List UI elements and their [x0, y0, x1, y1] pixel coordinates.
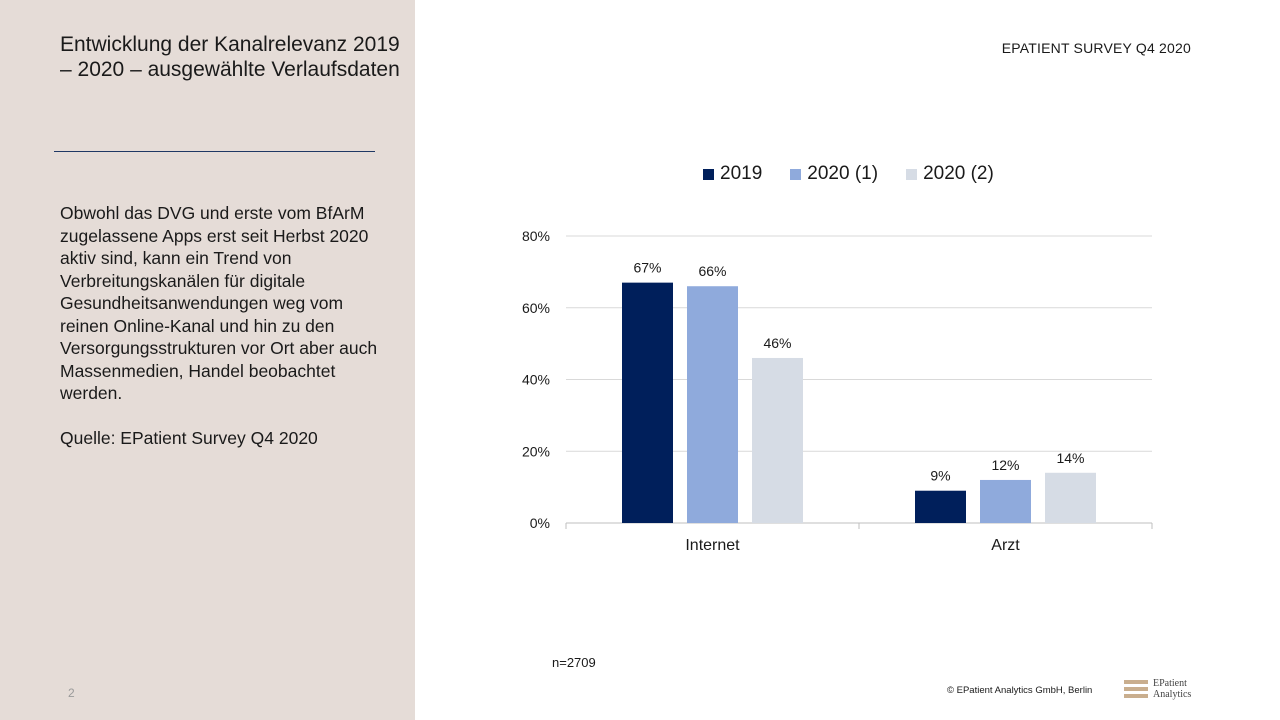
title-divider: [54, 151, 375, 152]
legend-swatch-2020-2: [906, 168, 918, 180]
data-label: 67%: [633, 260, 661, 276]
data-label: 14%: [1056, 450, 1084, 466]
legend-item-2020-2: 2020 (2): [906, 163, 994, 185]
legend-item-2019: 2019: [703, 163, 762, 185]
sample-size: n=2709: [552, 655, 596, 670]
y-tick-label: 40%: [522, 372, 550, 388]
chart-legend: 2019 2020 (1) 2020 (2): [703, 163, 994, 185]
logo-line-2: Analytics: [1153, 689, 1192, 700]
legend-item-2020-1: 2020 (1): [790, 163, 878, 185]
y-tick-label: 0%: [530, 515, 550, 531]
bar: [622, 282, 673, 523]
y-tick-label: 80%: [522, 228, 550, 244]
x-tick-label: Internet: [685, 537, 740, 554]
left-panel: [0, 0, 415, 720]
y-tick-label: 60%: [522, 300, 550, 316]
legend-label-2019: 2019: [720, 163, 763, 184]
data-label: 12%: [991, 457, 1019, 473]
survey-label: EPATIENT SURVEY Q4 2020: [1001, 40, 1191, 56]
legend-swatch-2019: [703, 168, 714, 180]
page-number: 2: [68, 686, 75, 700]
bar: [1045, 472, 1096, 523]
logo-mark-icon: [1124, 680, 1148, 698]
slide-title: Entwicklung der Kanalrelevanz 2019 – 202…: [60, 33, 400, 81]
bar: [752, 357, 803, 523]
data-label: 9%: [930, 468, 950, 484]
data-label: 46%: [763, 335, 791, 351]
logo-text: EPatient Analytics: [1153, 678, 1191, 700]
source-text: Quelle: EPatient Survey Q4 2020: [60, 428, 318, 448]
bar: [980, 479, 1031, 523]
bar: [915, 490, 966, 523]
y-tick-label: 20%: [522, 443, 550, 459]
bar: [687, 286, 738, 523]
legend-label-2020-2: 2020 (2): [923, 163, 994, 184]
company-logo: EPatient Analytics: [1124, 678, 1191, 700]
data-label: 66%: [698, 263, 726, 279]
legend-swatch-2020-1: [790, 168, 802, 180]
copyright: © EPatient Analytics GmbH, Berlin: [947, 685, 1093, 696]
body-text: Obwohl das DVG und erste vom BfArM zugel…: [60, 203, 378, 403]
x-tick-label: Arzt: [991, 537, 1020, 554]
legend-label-2020-1: 2020 (1): [807, 163, 879, 184]
logo-line-1: EPatient: [1153, 678, 1187, 689]
